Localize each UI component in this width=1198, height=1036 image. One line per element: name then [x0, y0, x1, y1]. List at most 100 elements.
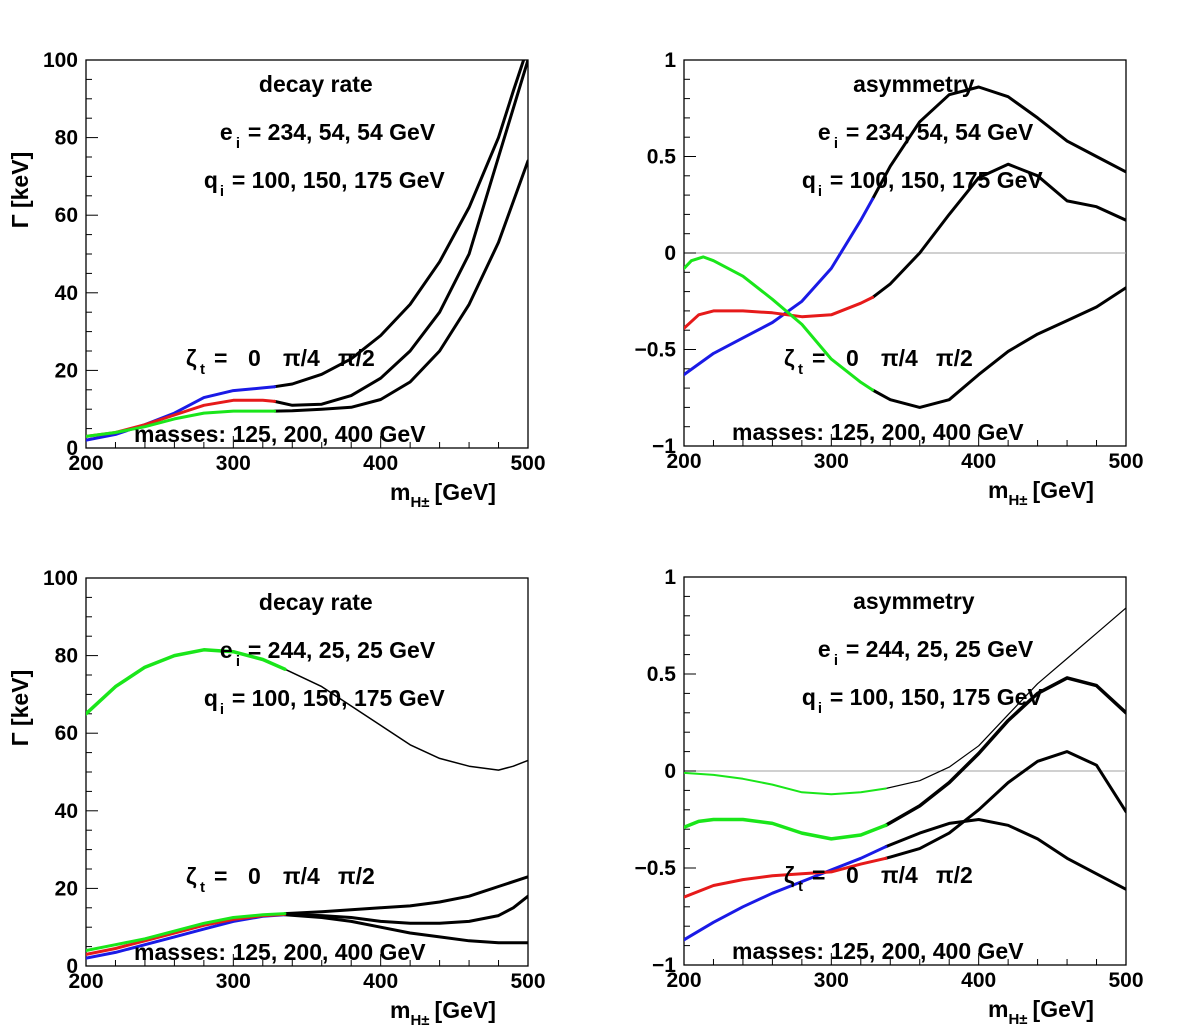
masses-label: masses: 125, 200, 400 GeV [134, 939, 426, 965]
series-0-colored-segment [684, 197, 875, 377]
x-tick-label: 200 [68, 970, 103, 993]
x-axis-label-unit: [GeV] [435, 997, 496, 1023]
y-tick-label: 0 [66, 955, 78, 978]
y-tick-label: 40 [55, 282, 78, 305]
zeta-pi2-label: π/2 [936, 345, 973, 371]
x-axis-label: mH± [GeV] [988, 477, 1094, 509]
q-values: = 100, 150, 175 GeV [830, 167, 1044, 193]
series-2-continuation [284, 668, 528, 771]
series-1-continuation [283, 894, 528, 925]
x-tick-label: 400 [363, 452, 398, 475]
x-axis-label-main: m [988, 996, 1008, 1022]
panel-tr: 200 300 400 500 −1 −0.5 0 0.5 1 mH± [GeV] asymmetry… [635, 49, 1144, 509]
q-label: q [204, 167, 218, 193]
series-3-colored-segment [684, 817, 888, 841]
x-axis-label: mH± [GeV] [390, 479, 496, 511]
series-2-colored-segment [684, 771, 887, 796]
y-tick-label: 0.5 [647, 663, 677, 686]
y-axis-label: Γ [keV] [7, 670, 33, 746]
y-tick-label: 60 [55, 204, 78, 227]
y-tick-label: 80 [55, 127, 78, 150]
x-tick-label: 300 [216, 970, 251, 993]
x-axis-label-sub: H± [410, 1012, 429, 1029]
e-subscript: i [236, 653, 240, 670]
q-label: q [802, 167, 816, 193]
zeta-equals: = [812, 345, 825, 371]
zeta-0-label: 0 [248, 863, 261, 889]
zeta-subscript: t [200, 879, 205, 896]
series-group [86, 60, 528, 442]
chart-title: decay rate [259, 589, 373, 615]
x-axis-label-sub: H± [1008, 492, 1027, 509]
series-1-continuation [871, 162, 1126, 299]
e-values: = 234, 54, 54 GeV [248, 119, 436, 145]
e-values: = 244, 25, 25 GeV [846, 636, 1034, 662]
x-axis-label-sub: H± [1008, 1011, 1027, 1028]
panel-bl: 200 300 400 500 0 20 40 60 80 100 mH± [GeV] Γ [keV] d… [7, 567, 546, 1029]
x-tick-label: 400 [363, 970, 398, 993]
x-axis-label-sub: H± [410, 494, 429, 511]
y-tick-label: 0 [664, 760, 676, 783]
x-axis-label: mH± [GeV] [390, 997, 496, 1029]
series-2-continuation [273, 159, 528, 413]
series-group [684, 607, 1126, 942]
series-2-continuation [885, 607, 1126, 790]
y-tick-label: 100 [43, 49, 78, 72]
q-subscript: i [220, 701, 224, 718]
y-axis-label: Γ [keV] [7, 152, 33, 228]
x-axis-label: mH± [GeV] [988, 996, 1094, 1028]
q-subscript: i [220, 183, 224, 200]
series-1-continuation [884, 750, 1126, 860]
y-tick-label: −1 [652, 435, 676, 458]
x-tick-label: 400 [961, 450, 996, 473]
series-0-continuation [273, 60, 526, 389]
x-tick-label: 200 [666, 450, 701, 473]
x-axis-label-main: m [988, 477, 1008, 503]
zeta-equals: = [214, 345, 227, 371]
zeta-subscript: t [200, 361, 205, 378]
e-label: e [818, 636, 831, 662]
series-3-continuation [283, 875, 528, 916]
zeta-label: ζ [784, 345, 795, 371]
y-tick-label: 20 [55, 359, 78, 382]
zeta-label: ζ [784, 862, 795, 888]
x-tick-label: 300 [216, 452, 251, 475]
e-label: e [818, 119, 831, 145]
panel-tl: 200 300 400 500 0 20 40 60 80 100 mH± [GeV] Γ [keV] d… [7, 49, 546, 511]
q-values: = 100, 150, 175 GeV [830, 684, 1044, 710]
series-0-continuation [871, 85, 1126, 201]
zeta-pi4-label: π/4 [881, 345, 918, 371]
q-subscript: i [818, 183, 822, 200]
chart-title: asymmetry [853, 588, 975, 614]
series-2-colored-segment [684, 255, 875, 392]
zeta-0-label: 0 [248, 345, 261, 371]
y-tick-label: 60 [55, 722, 78, 745]
e-label: e [220, 119, 233, 145]
y-tick-label: −0.5 [635, 339, 677, 362]
e-label: e [220, 637, 233, 663]
y-tick-label: 80 [55, 645, 78, 668]
series-3-continuation [884, 676, 1126, 828]
zeta-subscript: t [798, 361, 803, 378]
q-label: q [204, 685, 218, 711]
series-1-continuation [273, 60, 528, 407]
x-axis-label-main: m [390, 479, 410, 505]
masses-label: masses: 125, 200, 400 GeV [134, 421, 426, 447]
masses-label: masses: 125, 200, 400 GeV [732, 938, 1024, 964]
zeta-equals: = [812, 862, 825, 888]
q-values: = 100, 150, 175 GeV [232, 685, 446, 711]
zeta-pi4-label: π/4 [283, 345, 320, 371]
zeta-label: ζ [186, 863, 197, 889]
series-3-colored-segment [86, 912, 287, 952]
zeta-equals: = [214, 863, 227, 889]
chart-title: decay rate [259, 71, 373, 97]
q-subscript: i [818, 700, 822, 717]
panel-br: 200 300 400 500 −1 −0.5 0 0.5 1 mH± [GeV] asymmetry… [635, 566, 1144, 1028]
y-tick-label: 0 [66, 437, 78, 460]
series-2-colored-segment [86, 409, 277, 438]
masses-label: masses: 125, 200, 400 GeV [732, 419, 1024, 445]
y-tick-label: 40 [55, 800, 78, 823]
y-tick-label: −1 [652, 954, 676, 977]
zeta-subscript: t [798, 878, 803, 895]
